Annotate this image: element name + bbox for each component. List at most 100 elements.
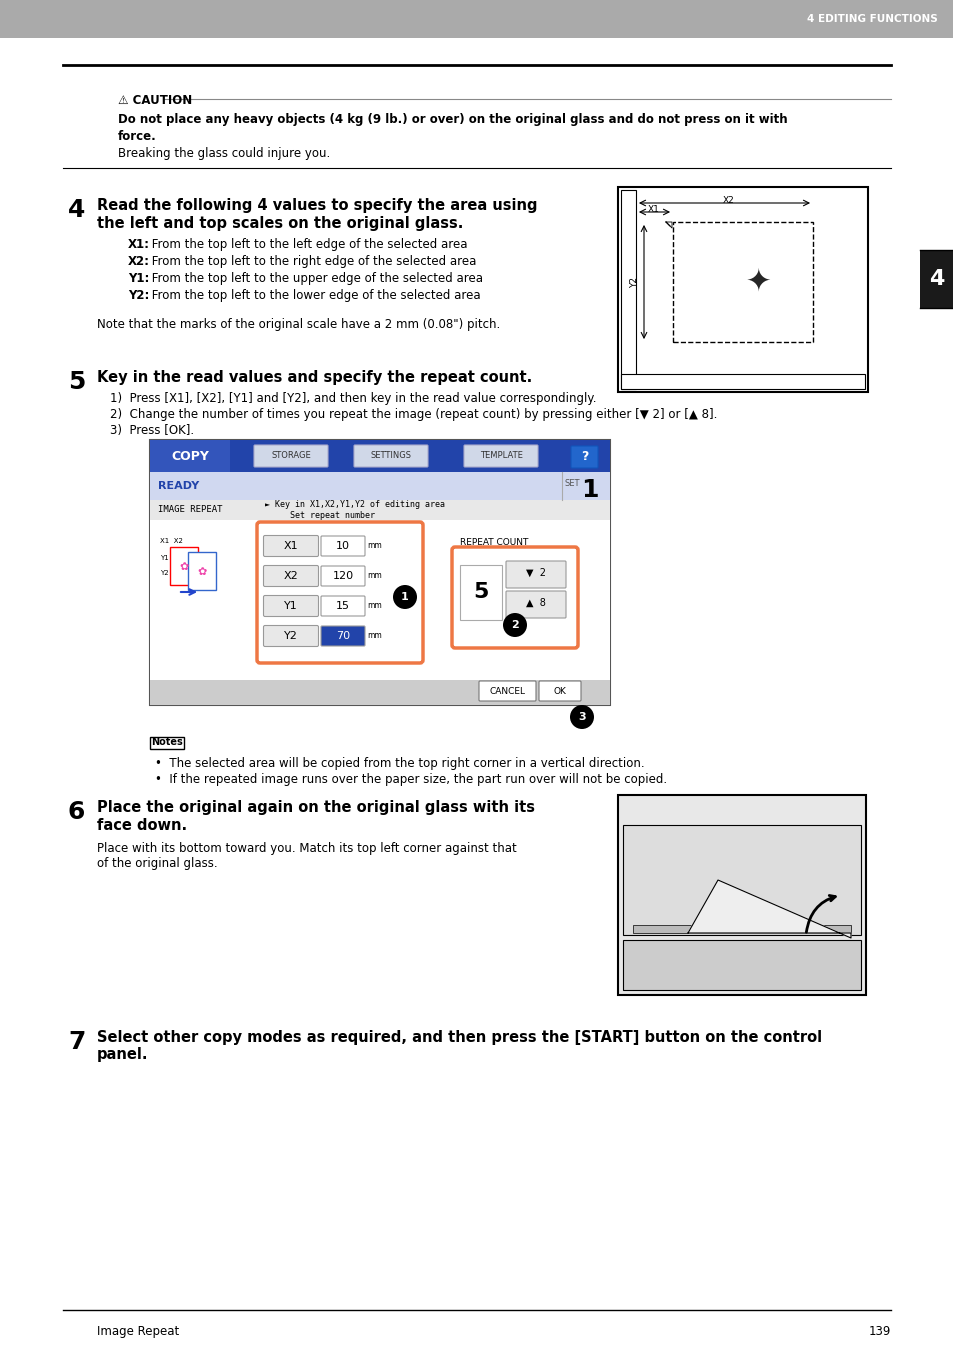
FancyBboxPatch shape (505, 590, 565, 617)
Bar (919, 250, 953, 308)
Bar (150, 500, 609, 705)
FancyBboxPatch shape (452, 547, 578, 648)
Bar (150, 520, 609, 705)
Text: SETTINGS: SETTINGS (370, 451, 411, 461)
Bar (620, 374, 864, 389)
Text: X1: X1 (647, 205, 659, 213)
FancyBboxPatch shape (478, 681, 536, 701)
FancyBboxPatch shape (505, 561, 565, 588)
Text: Do not place any heavy objects (4 kg (9 lb.) or over) on the original glass and : Do not place any heavy objects (4 kg (9 … (118, 113, 787, 126)
FancyBboxPatch shape (320, 626, 365, 646)
Text: Y2:: Y2: (128, 289, 150, 303)
Text: Y2: Y2 (160, 570, 169, 576)
Text: mm: mm (367, 601, 381, 611)
Text: Select other copy modes as required, and then press the [START] button on the co: Select other copy modes as required, and… (97, 1029, 821, 1062)
Bar (170, 547, 198, 585)
Text: From the top left to the upper edge of the selected area: From the top left to the upper edge of t… (148, 272, 482, 285)
Text: IMAGE REPEAT: IMAGE REPEAT (158, 505, 222, 515)
Text: face down.: face down. (97, 817, 187, 834)
Circle shape (502, 613, 526, 638)
Text: X1  X2: X1 X2 (160, 538, 183, 544)
Bar (620, 190, 636, 389)
Text: READY: READY (158, 481, 199, 490)
Text: 4: 4 (928, 269, 943, 289)
Bar (672, 222, 812, 342)
Text: mm: mm (367, 542, 381, 550)
Text: ✦: ✦ (744, 267, 770, 296)
Circle shape (393, 585, 416, 609)
Text: Notes: Notes (151, 738, 183, 747)
Text: From the top left to the left edge of the selected area: From the top left to the left edge of th… (148, 238, 467, 251)
Text: Y1:: Y1: (128, 272, 150, 285)
Text: 4 EDITING FUNCTIONS: 4 EDITING FUNCTIONS (806, 14, 937, 24)
Text: X1:: X1: (128, 238, 150, 251)
Text: X2:: X2: (128, 255, 150, 267)
Text: 7: 7 (68, 1029, 85, 1054)
Text: Image Repeat: Image Repeat (97, 1325, 179, 1337)
Text: REPEAT COUNT: REPEAT COUNT (459, 538, 528, 547)
Text: From the top left to the lower edge of the selected area: From the top left to the lower edge of t… (148, 289, 480, 303)
Text: 15: 15 (335, 601, 350, 611)
FancyBboxPatch shape (571, 446, 598, 467)
Text: 1: 1 (580, 478, 598, 503)
Text: 1)  Press [X1], [X2], [Y1] and [Y2], and then key in the read value correspondin: 1) Press [X1], [X2], [Y1] and [Y2], and … (110, 392, 596, 405)
Text: •  The selected area will be copied from the top right corner in a vertical dire: • The selected area will be copied from … (154, 757, 644, 770)
Bar (150, 500, 609, 520)
FancyBboxPatch shape (538, 681, 580, 701)
Text: 139: 139 (868, 1325, 890, 1337)
Text: mm: mm (367, 571, 381, 581)
Text: Y2: Y2 (284, 631, 297, 640)
Text: COPY: COPY (171, 450, 209, 462)
Bar (618, 794, 865, 994)
Text: From the top left to the right edge of the selected area: From the top left to the right edge of t… (148, 255, 476, 267)
Text: ✿: ✿ (179, 562, 189, 571)
FancyBboxPatch shape (263, 626, 318, 647)
Text: ► Key in X1,X2,Y1,Y2 of editing area
     Set repeat number: ► Key in X1,X2,Y1,Y2 of editing area Set… (265, 500, 444, 520)
FancyBboxPatch shape (263, 596, 318, 616)
Text: 2: 2 (511, 620, 518, 630)
Text: ?: ? (580, 450, 588, 463)
FancyBboxPatch shape (320, 596, 365, 616)
Text: 2)  Change the number of times you repeat the image (repeat count) by pressing e: 2) Change the number of times you repeat… (110, 408, 717, 422)
Bar (150, 440, 230, 471)
Bar (622, 825, 861, 935)
Bar (633, 925, 850, 934)
Text: X1: X1 (283, 540, 298, 551)
Text: 5: 5 (473, 582, 488, 603)
Bar (618, 186, 867, 392)
FancyBboxPatch shape (263, 535, 318, 557)
Text: Y1: Y1 (284, 601, 297, 611)
Bar (150, 471, 609, 500)
Text: •  If the repeated image runs over the paper size, the part run over will not be: • If the repeated image runs over the pa… (154, 773, 666, 786)
Bar (150, 440, 609, 471)
Text: 4: 4 (68, 199, 85, 222)
Text: mm: mm (367, 631, 381, 640)
Text: 5: 5 (68, 370, 85, 394)
FancyBboxPatch shape (253, 444, 328, 467)
Circle shape (569, 705, 594, 730)
Bar (150, 738, 184, 748)
Text: Read the following 4 values to specify the area using: Read the following 4 values to specify t… (97, 199, 537, 213)
Text: Place the original again on the original glass with its: Place the original again on the original… (97, 800, 535, 815)
Text: ▼  2: ▼ 2 (525, 567, 545, 578)
Polygon shape (687, 880, 850, 938)
Text: ✿: ✿ (197, 567, 207, 577)
Text: X2: X2 (283, 571, 298, 581)
Bar (188, 553, 215, 590)
Text: Note that the marks of the original scale have a 2 mm (0.08") pitch.: Note that the marks of the original scal… (97, 317, 499, 331)
FancyBboxPatch shape (463, 444, 537, 467)
Text: OK: OK (553, 686, 566, 696)
Text: 3)  Press [OK].: 3) Press [OK]. (110, 424, 193, 436)
FancyBboxPatch shape (263, 566, 318, 586)
Text: 70: 70 (335, 631, 350, 640)
Text: Y1: Y1 (160, 555, 169, 561)
Bar (622, 940, 861, 990)
Text: 120: 120 (332, 571, 354, 581)
Text: CANCEL: CANCEL (490, 686, 525, 696)
Text: Key in the read values and specify the repeat count.: Key in the read values and specify the r… (97, 370, 532, 385)
Text: Y2: Y2 (630, 277, 639, 288)
Text: STORAGE: STORAGE (271, 451, 311, 461)
Bar (150, 680, 609, 705)
Text: ⚠ CAUTION: ⚠ CAUTION (118, 95, 193, 107)
Text: the left and top scales on the original glass.: the left and top scales on the original … (97, 216, 463, 231)
